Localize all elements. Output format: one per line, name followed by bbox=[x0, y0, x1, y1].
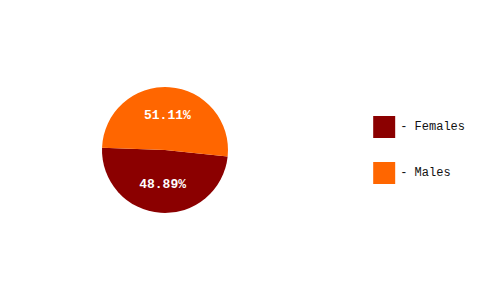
svg-text:51.11%: 51.11% bbox=[144, 108, 191, 123]
svg-text:- Males: - Males bbox=[400, 166, 450, 180]
svg-text:- Females: - Females bbox=[400, 120, 465, 134]
svg-text:48.89%: 48.89% bbox=[139, 177, 186, 192]
